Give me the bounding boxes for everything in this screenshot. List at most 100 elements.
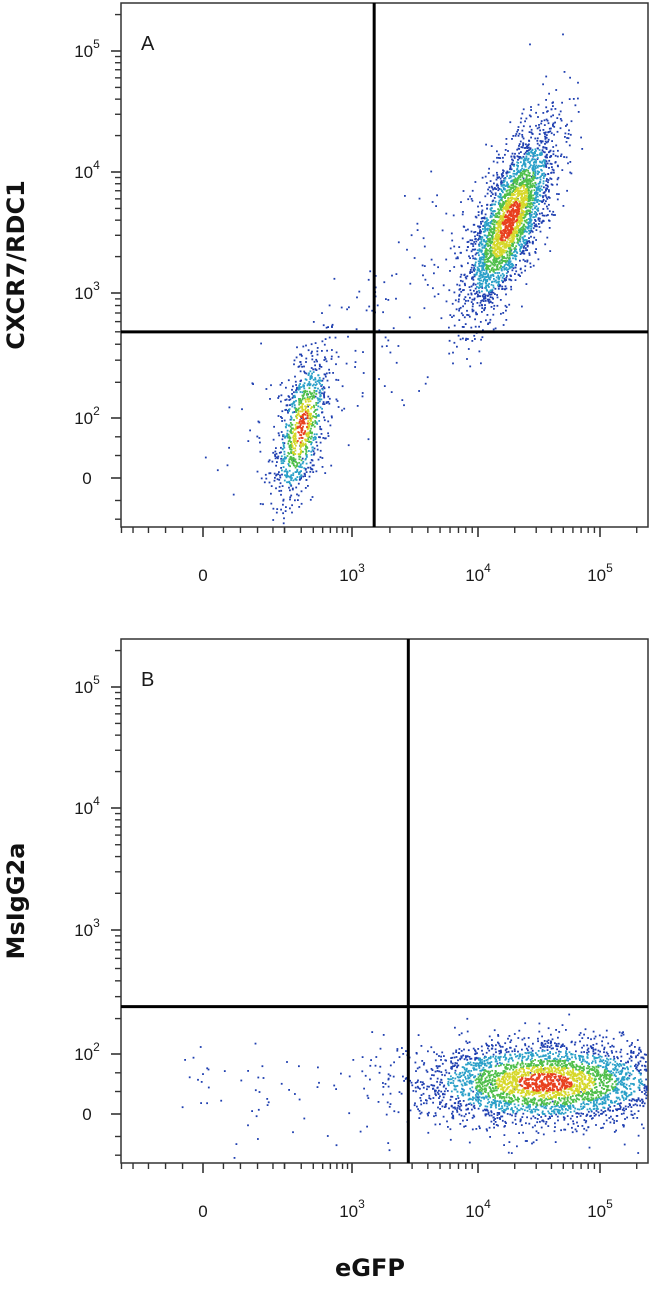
event-point xyxy=(502,174,505,177)
event-point xyxy=(305,445,307,448)
event-point xyxy=(294,447,296,450)
event-point xyxy=(228,406,231,409)
event-point xyxy=(305,361,307,363)
event-point xyxy=(283,517,285,520)
event-point xyxy=(426,1112,429,1115)
event-point xyxy=(460,201,462,203)
event-point xyxy=(531,241,534,244)
event-point xyxy=(461,265,463,268)
event-point xyxy=(310,424,313,427)
event-point xyxy=(311,372,313,375)
event-point xyxy=(310,437,312,440)
event-point xyxy=(587,1110,590,1113)
event-point xyxy=(348,1075,351,1078)
event-point xyxy=(299,353,301,356)
event-point xyxy=(534,251,537,253)
event-point xyxy=(484,294,487,297)
event-point xyxy=(280,446,282,449)
event-point xyxy=(295,356,298,359)
event-point xyxy=(298,1098,301,1101)
event-point xyxy=(542,192,545,194)
event-point xyxy=(584,1028,587,1031)
event-point xyxy=(511,161,514,164)
event-point xyxy=(552,210,555,213)
event-point xyxy=(498,238,500,241)
event-point xyxy=(491,241,494,244)
event-point xyxy=(318,367,321,370)
event-point xyxy=(476,313,478,316)
event-point xyxy=(459,306,462,309)
event-point xyxy=(487,252,489,255)
event-point xyxy=(470,242,473,245)
event-point xyxy=(528,240,530,242)
event-point xyxy=(539,230,542,233)
event-point xyxy=(587,1037,589,1039)
event-point xyxy=(530,175,533,178)
event-point xyxy=(528,241,531,244)
event-point xyxy=(460,1056,463,1059)
event-point xyxy=(517,195,520,198)
event-point xyxy=(504,214,507,216)
event-point xyxy=(525,249,527,252)
event-point xyxy=(294,433,297,436)
event-point xyxy=(298,407,300,410)
event-point xyxy=(516,230,519,233)
event-point xyxy=(502,312,505,314)
event-point xyxy=(275,447,277,449)
event-point xyxy=(513,203,516,206)
event-point xyxy=(634,1103,637,1106)
event-point xyxy=(506,175,508,177)
event-point xyxy=(533,198,536,201)
event-point xyxy=(309,417,312,420)
event-point xyxy=(466,358,468,360)
event-point xyxy=(491,238,494,241)
event-point xyxy=(463,1125,465,1128)
event-point xyxy=(451,1112,453,1115)
event-point xyxy=(575,1130,578,1133)
event-point xyxy=(497,284,499,287)
event-point xyxy=(502,248,504,251)
event-point xyxy=(549,1042,552,1044)
event-point xyxy=(319,391,322,394)
event-point xyxy=(292,447,295,450)
event-point xyxy=(640,1098,643,1101)
event-point xyxy=(492,214,495,217)
event-point xyxy=(484,278,487,281)
event-point xyxy=(534,191,536,194)
event-point xyxy=(302,442,304,445)
event-point xyxy=(496,251,499,253)
event-point xyxy=(516,1145,518,1148)
event-point xyxy=(506,1113,509,1115)
event-point xyxy=(478,243,480,246)
event-point xyxy=(545,184,547,187)
event-point xyxy=(619,1106,622,1108)
event-point xyxy=(519,169,522,172)
event-point xyxy=(598,1034,601,1037)
event-point xyxy=(531,133,534,135)
event-point xyxy=(615,1129,617,1132)
event-point xyxy=(508,256,511,259)
event-point xyxy=(502,191,504,194)
event-point xyxy=(488,244,490,247)
event-point xyxy=(295,486,298,489)
event-point xyxy=(545,141,548,144)
event-point xyxy=(319,395,321,398)
event-point xyxy=(519,245,522,248)
y-tick-label: 0 xyxy=(82,469,91,488)
event-point xyxy=(519,193,522,196)
event-point xyxy=(543,1068,545,1070)
event-point xyxy=(299,475,301,478)
event-point xyxy=(515,251,518,253)
event-point xyxy=(597,1049,600,1052)
event-point xyxy=(491,203,494,206)
event-point xyxy=(549,162,552,165)
event-point xyxy=(188,1076,191,1079)
event-point xyxy=(292,402,295,404)
event-point xyxy=(310,468,313,470)
event-point xyxy=(527,161,530,163)
event-point xyxy=(479,262,482,264)
event-point xyxy=(523,199,526,202)
event-point xyxy=(448,326,450,329)
event-point xyxy=(441,1081,443,1084)
event-point xyxy=(632,1104,635,1107)
